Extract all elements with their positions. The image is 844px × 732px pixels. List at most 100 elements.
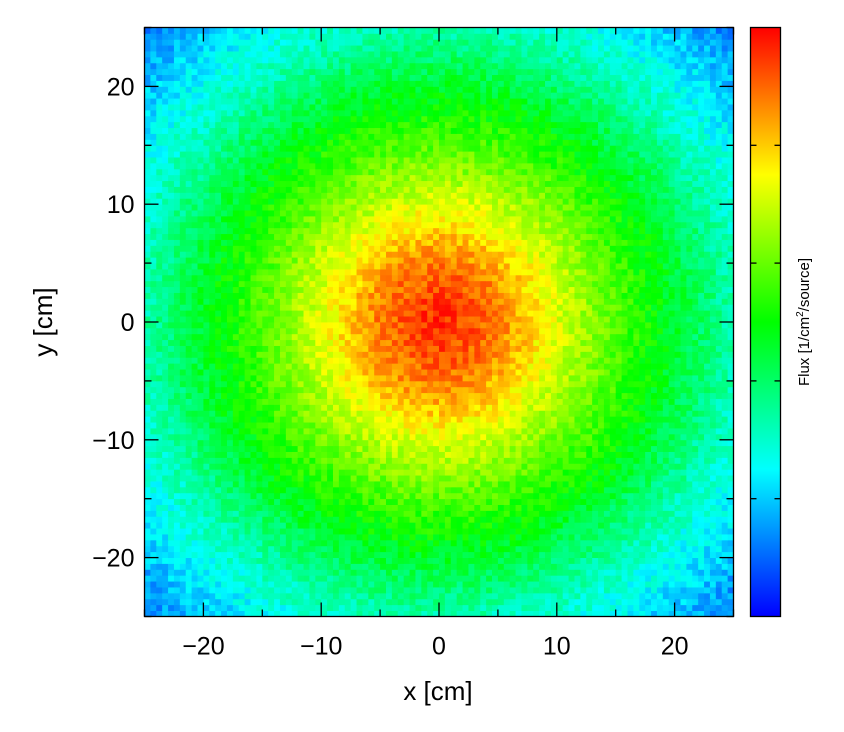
heatmap-cell bbox=[303, 463, 310, 470]
heatmap-cell bbox=[645, 522, 652, 529]
heatmap-cell bbox=[238, 375, 246, 382]
heatmap-cell bbox=[279, 581, 287, 588]
heatmap-cell bbox=[656, 339, 664, 346]
heatmap-cell bbox=[533, 481, 540, 488]
heatmap-cell bbox=[709, 363, 717, 370]
heatmap-cell bbox=[185, 569, 193, 576]
heatmap-cell bbox=[244, 345, 251, 352]
heatmap-cell bbox=[256, 380, 263, 388]
heatmap-cell bbox=[615, 504, 622, 511]
heatmap-cell bbox=[268, 475, 275, 482]
heatmap-cell bbox=[480, 610, 487, 617]
heatmap-cell bbox=[439, 433, 446, 441]
heatmap-cell bbox=[668, 581, 675, 588]
heatmap-cell bbox=[374, 339, 381, 346]
heatmap-cell bbox=[550, 357, 558, 364]
heatmap-cell bbox=[480, 522, 487, 529]
heatmap-cell bbox=[173, 551, 181, 558]
heatmap-cell bbox=[385, 439, 393, 447]
heatmap-cell bbox=[262, 563, 269, 570]
heatmap-cell bbox=[556, 463, 564, 470]
heatmap-cell bbox=[421, 569, 428, 576]
heatmap-cell bbox=[562, 498, 569, 505]
heatmap-cell bbox=[150, 510, 157, 517]
heatmap-cell bbox=[144, 563, 151, 570]
heatmap-cell bbox=[291, 598, 299, 606]
heatmap-cell bbox=[226, 386, 234, 394]
heatmap-cell bbox=[486, 451, 493, 458]
heatmap-cell bbox=[297, 563, 304, 570]
heatmap-cell bbox=[503, 327, 511, 335]
heatmap-cell bbox=[486, 357, 493, 364]
heatmap-cell bbox=[144, 469, 151, 476]
heatmap-cell bbox=[521, 422, 528, 429]
heatmap-cell bbox=[285, 398, 293, 405]
heatmap-cell bbox=[197, 516, 204, 523]
heatmap-cell bbox=[385, 451, 393, 458]
heatmap-cell bbox=[639, 539, 646, 547]
heatmap-cell bbox=[403, 404, 410, 411]
heatmap-cell bbox=[356, 463, 363, 470]
heatmap-cell bbox=[486, 375, 493, 382]
heatmap-cell bbox=[550, 404, 558, 411]
heatmap-cell bbox=[562, 339, 569, 346]
heatmap-cell bbox=[221, 522, 228, 529]
heatmap-cell bbox=[203, 534, 210, 541]
heatmap-cell bbox=[568, 380, 575, 388]
heatmap-cell bbox=[332, 451, 340, 458]
heatmap-cell bbox=[250, 610, 257, 617]
heatmap-cell bbox=[362, 581, 369, 588]
heatmap-cell bbox=[515, 563, 522, 570]
heatmap-cell bbox=[686, 545, 693, 553]
heatmap-cell bbox=[527, 598, 534, 606]
heatmap-cell bbox=[509, 369, 516, 376]
heatmap-cell bbox=[456, 539, 463, 547]
heatmap-cell bbox=[221, 392, 228, 399]
heatmap-cell bbox=[627, 457, 634, 464]
heatmap-cell bbox=[385, 333, 393, 341]
heatmap-cell bbox=[362, 398, 369, 405]
heatmap-cell bbox=[374, 351, 381, 358]
heatmap-cell bbox=[215, 539, 222, 547]
heatmap-cell bbox=[692, 416, 699, 423]
heatmap-cell bbox=[497, 604, 505, 612]
heatmap-cell bbox=[450, 557, 458, 564]
heatmap-cell bbox=[444, 575, 452, 582]
heatmap-cell bbox=[651, 428, 658, 435]
heatmap-cell bbox=[168, 581, 175, 588]
heatmap-cell bbox=[651, 357, 658, 364]
heatmap-cell bbox=[185, 528, 193, 535]
heatmap-cell bbox=[397, 457, 405, 464]
heatmap-cell bbox=[203, 369, 210, 376]
heatmap-cell bbox=[539, 469, 546, 476]
heatmap-cell bbox=[415, 428, 422, 435]
heatmap-cell bbox=[609, 610, 617, 617]
heatmap-cell bbox=[621, 445, 628, 452]
heatmap-cell bbox=[321, 369, 328, 376]
heatmap-cell bbox=[297, 528, 304, 535]
heatmap-cell bbox=[627, 333, 634, 341]
heatmap-cell bbox=[391, 339, 399, 346]
heatmap-cell bbox=[668, 398, 675, 405]
heatmap-cell bbox=[338, 581, 346, 588]
heatmap-cell bbox=[315, 457, 322, 464]
heatmap-cell bbox=[674, 433, 681, 441]
heatmap-cell bbox=[338, 598, 346, 606]
heatmap-cell bbox=[651, 463, 658, 470]
heatmap-cell bbox=[698, 398, 705, 405]
heatmap-cell bbox=[291, 522, 299, 529]
heatmap-cell bbox=[315, 545, 322, 553]
heatmap-cell bbox=[162, 322, 169, 329]
heatmap-cell bbox=[550, 534, 558, 541]
heatmap-cell bbox=[368, 327, 375, 335]
heatmap-cell bbox=[556, 522, 564, 529]
heatmap-cell bbox=[274, 475, 281, 482]
heatmap-cell bbox=[651, 575, 658, 582]
heatmap-cell bbox=[215, 557, 222, 564]
heatmap-cell bbox=[173, 604, 181, 612]
heatmap-cell bbox=[421, 587, 428, 594]
heatmap-cell bbox=[256, 534, 263, 541]
heatmap-cell bbox=[226, 563, 234, 570]
heatmap-cell bbox=[315, 369, 322, 376]
heatmap-cell bbox=[509, 528, 516, 535]
